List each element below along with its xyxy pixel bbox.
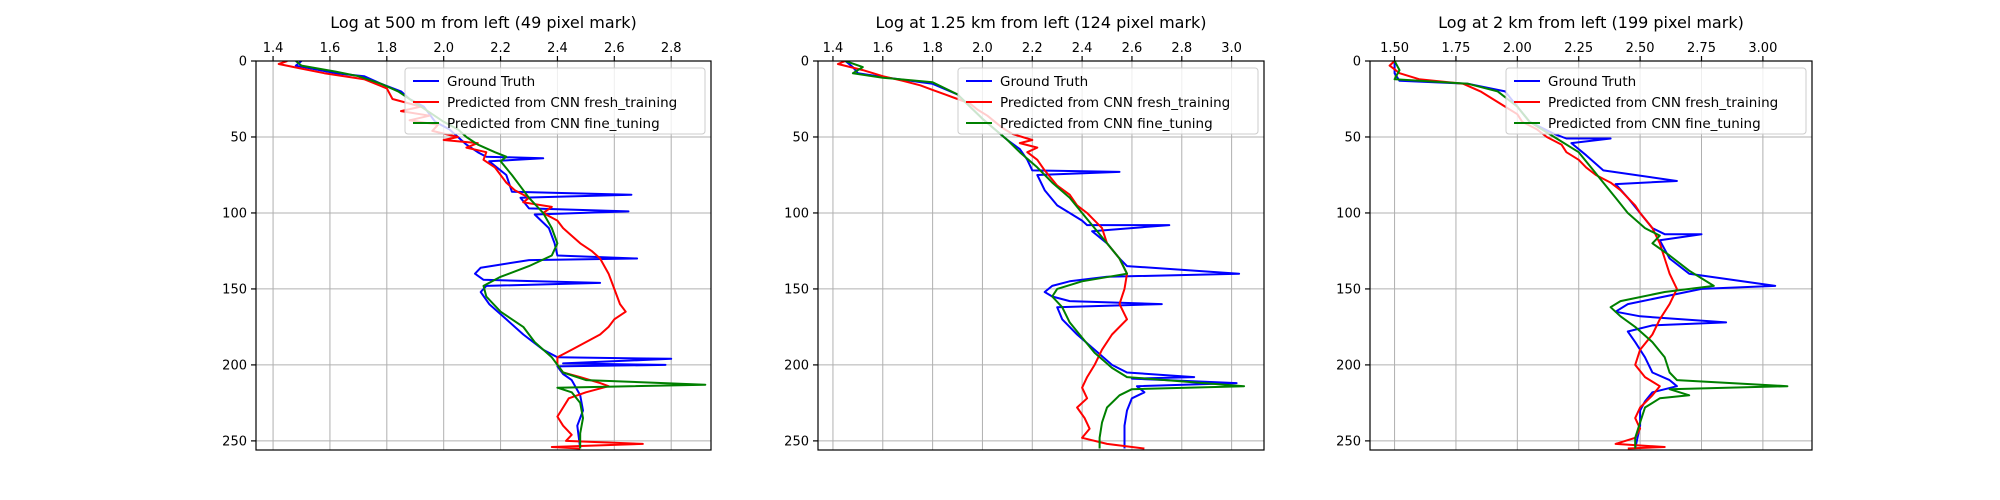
y-tick-label: 200	[1336, 358, 1361, 373]
x-tick-label: 2.8	[661, 41, 682, 56]
y-tick-label: 250	[222, 434, 247, 449]
y-tick-label: 150	[1336, 282, 1361, 297]
x-tick-label: 2.25	[1564, 41, 1593, 56]
x-tick-label: 2.2	[490, 41, 511, 56]
legend-box	[404, 67, 706, 135]
legend-entry: Predicted from CNN fresh_training	[1000, 95, 1230, 111]
y-tick-label: 100	[1336, 206, 1361, 221]
x-tick-label: 1.6	[320, 41, 341, 56]
x-tick-label: 2.50	[1626, 41, 1655, 56]
y-tick-label: 50	[1344, 130, 1361, 145]
chart-title: Log at 2 km from left (199 pixel mark)	[1438, 13, 1744, 32]
legend-box	[957, 67, 1259, 135]
chart-panel-3: 1.50 1.75 2.00 2.25 2.50 2.75 3.00 0 50 100 150 200…	[1336, 13, 1813, 451]
chart-title: Log at 1.25 km from left (124 pixel mark…	[875, 13, 1206, 32]
series-line-2	[1388, 61, 1678, 450]
y-tick-label: 250	[1336, 434, 1361, 449]
y-tick-label: 50	[230, 130, 247, 145]
y-tick-label: 200	[222, 358, 247, 373]
y-tick-label: 0	[239, 55, 247, 70]
chart-panel-2: 1.4 1.6 1.8 2.0 2.2 2.4 2.6 2.8 3.0 0 50 100 150 200 2…	[784, 13, 1265, 451]
legend-entry: Predicted from CNN fresh_training	[447, 95, 677, 111]
x-tick-label: 2.0	[433, 41, 454, 56]
y-tick-label: 0	[1353, 55, 1361, 70]
chart-title: Log at 500 m from left (49 pixel mark)	[330, 13, 637, 32]
y-tick-label: 150	[784, 282, 809, 297]
x-tick-label: 1.4	[263, 41, 284, 56]
legend: Ground Truth Predicted from CNN fresh_tra…	[1505, 67, 1807, 135]
y-tick-label: 200	[784, 358, 809, 373]
x-tick-label: 2.4	[1072, 41, 1093, 56]
plot-frame	[1369, 60, 1813, 451]
x-tick-label: 3.00	[1748, 41, 1777, 56]
legend: Ground Truth Predicted from CNN fresh_tra…	[957, 67, 1259, 135]
x-tick-label: 1.8	[376, 41, 397, 56]
y-tick-label: 100	[784, 206, 809, 221]
x-tick-label: 1.50	[1380, 41, 1409, 56]
x-tick-label: 2.4	[547, 41, 568, 56]
legend-entry: Predicted from CNN fine_tuning	[1000, 116, 1213, 132]
series-line-2	[836, 61, 1145, 450]
legend-box	[1505, 67, 1807, 135]
y-tick-label: 150	[222, 282, 247, 297]
legend-entry: Predicted from CNN fine_tuning	[1548, 116, 1761, 132]
y-tick-label: 250	[784, 434, 809, 449]
x-tick-label: 2.00	[1503, 41, 1532, 56]
plot-frame	[817, 60, 1265, 451]
legend-entry: Predicted from CNN fine_tuning	[447, 116, 660, 132]
y-tick-label: 50	[792, 130, 809, 145]
legend: Ground Truth Predicted from CNN fresh_tra…	[404, 67, 706, 135]
legend-entry: Ground Truth	[1548, 74, 1636, 90]
plot-frame	[255, 60, 712, 451]
y-tick-label: 0	[801, 55, 809, 70]
x-tick-label: 3.0	[1221, 41, 1242, 56]
x-tick-label: 2.6	[1122, 41, 1143, 56]
x-tick-label: 2.8	[1171, 41, 1192, 56]
y-tick-label: 100	[222, 206, 247, 221]
x-tick-label: 2.6	[604, 41, 625, 56]
x-tick-label: 1.75	[1441, 41, 1470, 56]
x-tick-label: 1.4	[823, 41, 844, 56]
x-tick-label: 1.6	[872, 41, 893, 56]
x-tick-label: 2.0	[972, 41, 993, 56]
legend-entry: Predicted from CNN fresh_training	[1548, 95, 1778, 111]
chart-panel-1: 1.4 1.6 1.8 2.0 2.2 2.4 2.6 2.8 0 50 100 150 200 250 L…	[222, 13, 712, 451]
x-tick-label: 1.8	[922, 41, 943, 56]
x-tick-label: 2.75	[1687, 41, 1716, 56]
legend-entry: Ground Truth	[1000, 74, 1088, 90]
x-tick-label: 2.2	[1022, 41, 1043, 56]
legend-entry: Ground Truth	[447, 74, 535, 90]
